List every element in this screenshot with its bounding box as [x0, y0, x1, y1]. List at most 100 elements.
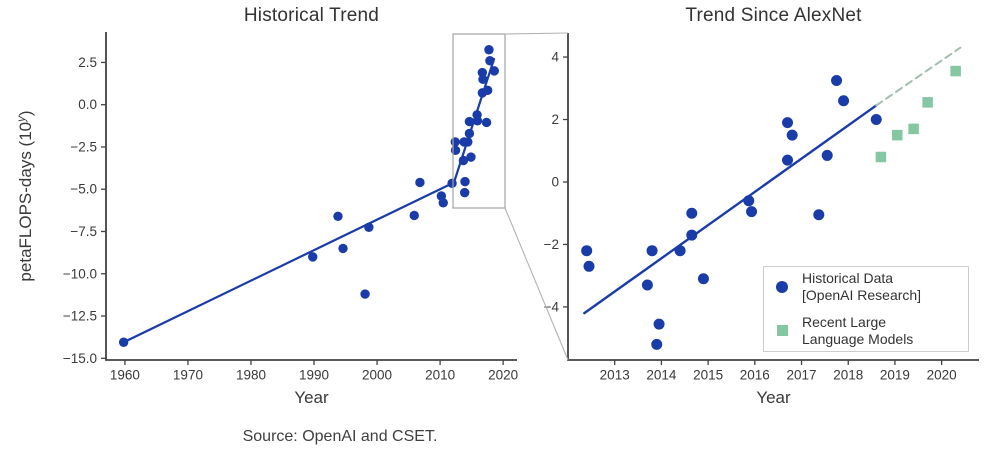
y-tick-label: 0.0	[78, 97, 97, 112]
data-point-circle	[831, 74, 843, 86]
data-point-square	[922, 97, 933, 108]
data-point-circle	[485, 56, 495, 66]
legend-label-line: Language Models	[802, 330, 914, 347]
legend-label-line: Recent Large	[802, 313, 887, 330]
data-point-circle	[813, 209, 825, 221]
x-tick-label: 2013	[600, 368, 630, 383]
data-point-circle	[450, 145, 461, 156]
x-tick-label: 2000	[362, 368, 392, 383]
data-point-circle	[782, 154, 794, 166]
data-point-circle	[484, 45, 494, 55]
legend-label-recent-llms: Recent Large Language Models	[802, 314, 913, 348]
y-axis-label-prefix: petaFLOPS-days (10	[16, 121, 35, 282]
inset-connector-bottom	[504, 207, 569, 361]
x-tick-label: 2020	[488, 368, 518, 383]
y-axis-label: petaFLOPS-days (10y)	[16, 110, 36, 281]
data-point-circle	[472, 116, 483, 126]
x-tick-label: 1990	[299, 368, 329, 383]
legend-label-line: Historical Data	[802, 270, 894, 287]
data-point-circle	[460, 176, 470, 187]
y-tick-label: −2	[544, 237, 559, 252]
data-point-circle	[458, 155, 469, 166]
data-point-circle	[646, 245, 658, 257]
y-tick-label: −12.5	[63, 309, 97, 324]
data-point-circle	[438, 198, 448, 208]
data-point-circle	[686, 229, 698, 241]
x-tick-label: 1980	[236, 368, 266, 383]
y-tick-label: −2.5	[70, 139, 97, 154]
data-point-circle	[697, 273, 709, 285]
x-tick-label: 2017	[786, 368, 816, 383]
legend: Historical Data [OpenAI Research] Recent…	[763, 266, 969, 352]
y-tick-label: 4	[551, 50, 559, 65]
x-tick-label: 1970	[173, 368, 203, 383]
x-tick-label: 2020	[927, 368, 957, 383]
data-point-circle	[481, 117, 492, 128]
inset-zoom-box	[452, 33, 506, 209]
data-point-circle	[489, 66, 500, 76]
data-point-circle	[482, 85, 493, 96]
data-point-circle	[743, 195, 755, 207]
data-point-circle	[415, 177, 425, 188]
left-panel-historical-trend: 1960 1970 1980 1990 2000 2010 2020 2.5 0.0 −2.5 −5…	[63, 32, 518, 383]
inset-connector-top	[505, 32, 569, 35]
legend-item-recent-llms: Recent Large Language Models	[774, 314, 960, 348]
data-point-circle	[838, 95, 850, 107]
data-point-circle	[466, 152, 476, 162]
left-panel-title: Historical Trend	[243, 5, 380, 26]
data-point-circle	[338, 243, 348, 254]
data-point-circle	[653, 318, 665, 330]
data-point-circle	[651, 338, 663, 350]
y-tick-label: 0	[551, 174, 559, 189]
data-point-square	[950, 65, 961, 77]
y-tick-label: −10.0	[63, 266, 97, 281]
data-point-circle	[464, 128, 475, 139]
y-tick-label: −15.0	[63, 351, 97, 366]
data-point-circle	[333, 211, 343, 221]
right-x-axis-label: Year	[756, 388, 791, 407]
data-point-circle	[463, 137, 473, 147]
data-point-circle	[581, 245, 593, 257]
y-tick-label: −5.0	[70, 182, 97, 197]
data-point-circle	[464, 116, 475, 127]
data-point-square	[908, 123, 919, 135]
data-point-circle	[870, 114, 882, 126]
x-tick-label: 2014	[646, 368, 677, 383]
x-tick-label: 2016	[740, 368, 770, 383]
data-point-square	[875, 151, 887, 163]
data-point-circle	[786, 129, 798, 141]
trend-line	[583, 104, 878, 315]
legend-label-line: [OpenAI Research]	[802, 287, 922, 304]
data-point-circle	[308, 252, 318, 262]
data-point-circle	[447, 178, 457, 189]
data-point-circle	[409, 210, 419, 221]
left-x-axis-label: Year	[294, 388, 329, 407]
trend-line-extrapolated	[875, 46, 962, 107]
data-point-circle	[450, 137, 460, 147]
x-tick-label: 2018	[833, 368, 863, 383]
data-point-circle	[674, 245, 686, 257]
inset-zoom-annotation	[452, 32, 569, 361]
data-point-circle	[459, 187, 470, 198]
data-point-circle	[641, 279, 653, 291]
trend-line	[122, 181, 456, 344]
data-point-circle	[686, 207, 698, 219]
y-tick-label: −7.5	[70, 224, 97, 239]
legend-item-historical-data: Historical Data [OpenAI Research]	[774, 270, 960, 304]
data-point-circle	[821, 149, 833, 161]
y-tick-label: 2	[551, 112, 559, 127]
legend-label-historical-data: Historical Data [OpenAI Research]	[802, 270, 921, 304]
data-point-circle	[477, 67, 488, 78]
data-point-circle	[360, 289, 370, 299]
x-tick-label: 2015	[693, 368, 723, 383]
y-axis-label-suffix: )	[16, 110, 35, 117]
x-tick-label: 2019	[880, 368, 910, 383]
legend-circle-marker-icon	[774, 281, 790, 294]
data-point-circle	[583, 260, 595, 272]
x-tick-label: 2010	[425, 368, 455, 383]
legend-square-marker-icon	[774, 325, 790, 337]
right-panel-title: Trend Since AlexNet	[685, 5, 862, 26]
data-point-circle	[478, 74, 488, 85]
